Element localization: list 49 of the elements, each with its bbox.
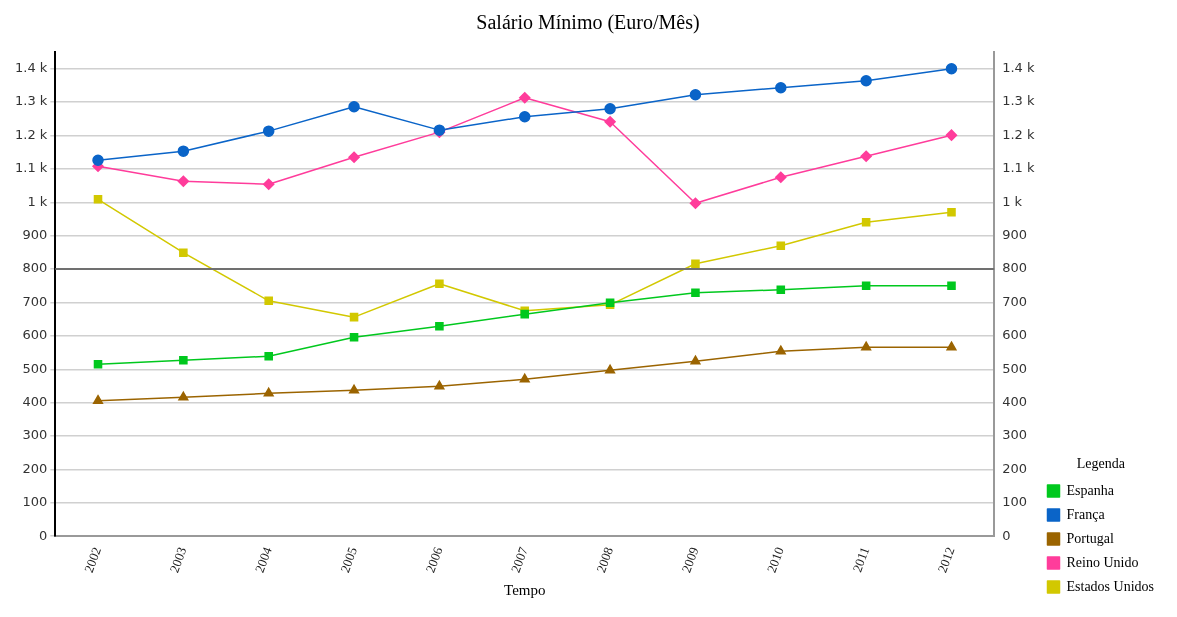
legend-label: Espanha [1066,482,1115,498]
y-tick-label: 200 [22,460,48,476]
legend-label: Reino Unido [1066,554,1139,570]
y2-tick-label: 400 [1002,394,1027,410]
y-tick-label: 700 [22,293,48,309]
x-tick-label: 2004 [251,544,275,575]
x-tick-label: 2009 [678,544,702,575]
y2-tick-label: 600 [1002,327,1027,343]
y2-tick-label: 1.4 k [1002,60,1035,76]
y-tick-label: 1.1 k [14,160,48,176]
y2-tick-label: 1.1 k [1002,160,1035,176]
y2-tick-label: 0 [1002,527,1011,543]
x-tick-label: 2006 [422,544,446,575]
y2-tick-label: 300 [1002,427,1027,443]
y2-tick-label: 800 [1002,260,1027,276]
legend-label: Portugal [1066,530,1115,546]
y2-tick-label: 700 [1002,293,1027,309]
y-tick-label: 600 [22,327,48,343]
y-tick-label: 0 [39,527,48,543]
y-tick-label: 1.3 k [14,93,48,109]
y-tick-label: 1 k [27,193,48,209]
x-tick-label: 2003 [166,544,190,575]
legend-title: Legenda [1076,455,1126,471]
chart-title: Salário Mínimo (Euro/Mês) [476,11,700,35]
x-tick-label: 2005 [337,544,361,575]
x-tick-label: 2010 [763,544,787,575]
y2-tick-label: 100 [1002,494,1027,510]
x-tick-label: 2002 [81,544,105,575]
y2-tick-label: 900 [1002,227,1027,243]
x-tick-label: 2007 [507,544,531,575]
x-tick-label: 2011 [849,544,873,575]
legend-label: França [1066,506,1106,522]
y-tick-label: 100 [22,494,48,510]
y2-tick-label: 1.3 k [1002,93,1035,109]
y-tick-label: 400 [22,394,48,410]
y-tick-label: 500 [22,360,48,376]
legend-label: Estados Unidos [1066,578,1154,594]
y-tick-label: 900 [22,227,48,243]
y-tick-label: 300 [22,427,48,443]
x-axis-title: Tempo [504,581,546,598]
y2-tick-label: 200 [1002,460,1027,476]
y2-tick-label: 1.2 k [1002,126,1035,142]
y-tick-label: 1.4 k [14,60,48,76]
y-tick-label: 1.2 k [14,126,48,142]
x-tick-label: 2012 [934,544,958,575]
y-tick-label: 800 [22,260,48,276]
y2-tick-label: 1 k [1002,193,1023,209]
y2-tick-label: 500 [1002,360,1027,376]
x-tick-label: 2008 [593,544,617,575]
